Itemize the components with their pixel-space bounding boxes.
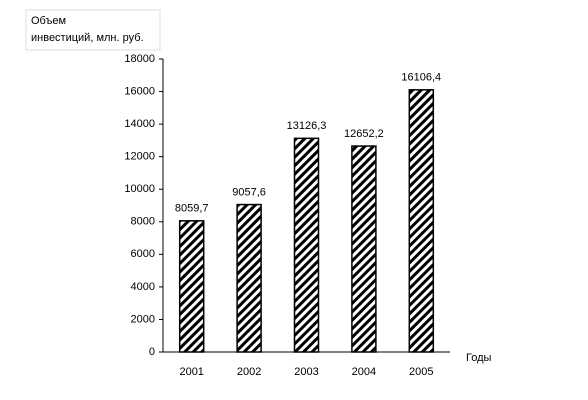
- y-tick-label: 14000: [124, 118, 155, 130]
- y-axis-title: инвестиций, млн. руб.: [31, 32, 144, 44]
- value-label: 9057,6: [232, 186, 266, 198]
- y-axis-title: Объем: [31, 15, 66, 27]
- y-tick-label: 18000: [124, 53, 155, 65]
- bar: [236, 203, 262, 353]
- ylabel-box: [25, 9, 161, 51]
- x-tick-label: 2003: [294, 366, 318, 378]
- x-tick-label: 2002: [237, 366, 261, 378]
- value-label: 8059,7: [175, 203, 209, 215]
- value-label: 12652,2: [344, 128, 384, 140]
- y-tick-label: 2000: [131, 313, 155, 325]
- y-tick-label: 6000: [131, 248, 155, 260]
- y-tick-label: 8000: [131, 216, 155, 228]
- x-tick-label: 2005: [409, 366, 433, 378]
- bar: [351, 145, 377, 353]
- y-tick-label: 16000: [124, 85, 155, 97]
- x-tick-label: 2001: [179, 366, 203, 378]
- value-label: 13126,3: [287, 120, 327, 132]
- bar: [178, 220, 205, 353]
- bar: [293, 137, 320, 353]
- y-tick-label: 12000: [124, 151, 155, 163]
- x-tick-label: 2004: [352, 366, 376, 378]
- value-label: 16106,4: [401, 72, 441, 84]
- y-tick-label: 0: [149, 346, 155, 358]
- x-axis-title: Годы: [466, 352, 492, 364]
- y-tick-label: 10000: [124, 183, 155, 195]
- bar: [408, 89, 435, 353]
- y-tick-label: 4000: [131, 281, 155, 293]
